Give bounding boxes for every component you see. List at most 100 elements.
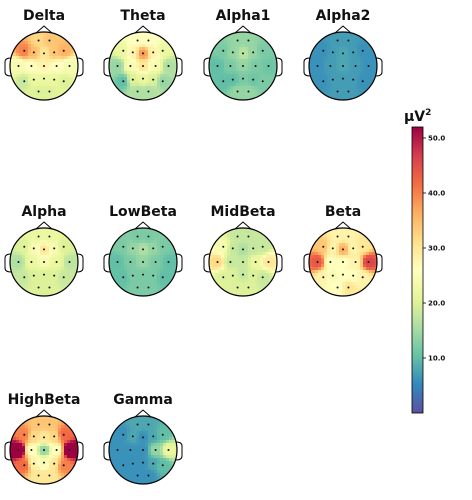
head-outline [9,227,79,297]
electrode-cz [242,261,244,263]
electrode-t5 [322,276,325,279]
electrode-t6 [361,276,364,279]
electrode-o2 [48,90,51,93]
electrode-t3 [116,449,119,451]
electrode-cz [142,65,144,67]
head-ears [303,57,383,77]
electrode-cz [142,449,144,451]
electrode-cz [342,261,344,263]
electrode-o1 [136,286,139,289]
electrode-t3 [17,449,20,451]
electrode-fp2 [48,39,51,42]
electrode-t4 [367,65,370,67]
electrode-fp2 [48,235,51,238]
topomap-title: Gamma [113,392,173,408]
electrode-t6 [62,276,65,279]
topomap-title: Beta [325,204,361,220]
electrode-c3 [30,261,33,263]
electrode-o2 [48,474,51,477]
topomap-gamma: Gamma [103,392,183,485]
head-nose [35,221,53,230]
electrode-fp2 [147,39,150,42]
electrode-fp2 [347,235,350,238]
head-nose [35,25,53,34]
head-nose [334,25,352,34]
electrode-c4 [154,65,157,67]
electrode-f7 [222,245,225,248]
electrode-o2 [147,90,150,93]
electrode-c4 [55,261,58,263]
electrode-fp1 [236,235,239,238]
topomap-theta: Theta [103,8,183,101]
electrode-p3 [32,274,35,277]
head-nose [234,221,252,230]
colorbar-tick-label: 40.0 [428,190,445,198]
head-ears [4,441,84,461]
electrode-t4 [267,65,270,67]
head-ears [4,57,84,77]
head-outline [108,31,178,101]
electrode-t5 [322,80,325,83]
electrode-c3 [129,449,132,451]
colorbar-tick-label: 10.0 [428,355,445,363]
electrode-c4 [354,261,357,263]
electrode-t4 [68,65,71,67]
electrode-fz [142,52,144,55]
topomap-grid: Delta Theta Alpha1 Alpha2 Alpha LowBeta MidBet… [4,8,383,485]
electrode-t3 [316,65,319,67]
topomap-field [109,416,177,484]
topomap-title: Delta [23,8,65,24]
electrode-o2 [147,286,150,289]
electrode-p3 [131,462,134,465]
topomap-midbeta: MidBeta [203,204,283,297]
electrode-c4 [55,65,58,67]
electrode-c4 [55,449,58,451]
electrode-c3 [329,65,332,67]
topomap-title: Theta [120,8,165,24]
topomap-title: Alpha [21,204,66,220]
topomap-title: Alpha2 [316,8,371,24]
electrode-p3 [231,274,234,277]
head-outline [208,31,278,101]
electrode-t3 [116,65,119,67]
electrode-t4 [68,261,71,263]
topomap-alpha: Alpha [4,204,84,297]
electrode-f4 [53,51,56,54]
colorbar-ticks: 10.0 20.0 30.0 40.0 50.0 [423,135,445,363]
electrode-fz [43,436,45,439]
electrode-t3 [17,65,20,67]
electrode-f3 [131,247,134,250]
electrode-t4 [68,449,71,451]
colorbar: µV2 10.0 20.0 30.0 40.0 50.0 [404,108,445,414]
electrode-f7 [23,433,26,436]
head-nose [134,221,152,230]
topomap-alpha2: Alpha2 [303,8,383,101]
electrode-t6 [261,276,264,279]
electrode-t5 [23,464,26,467]
electrode-t3 [316,261,319,263]
electrode-o1 [236,286,239,289]
electrode-f7 [23,49,26,52]
electrode-pz [142,461,144,464]
electrode-o1 [136,90,139,93]
head-nose [134,25,152,34]
electrode-o1 [336,90,339,93]
electrode-cz [342,65,344,67]
electrode-c3 [229,65,232,67]
electrode-f8 [161,49,164,52]
electrode-f8 [161,433,164,436]
colorbar-tick-label: 30.0 [428,245,445,253]
electrode-c3 [30,449,33,451]
electrode-fz [43,52,45,55]
electrode-o1 [37,474,40,477]
electrode-f3 [331,51,334,54]
electrode-pz [43,461,45,464]
electrode-fz [43,248,45,251]
colorbar-gradient [411,126,424,414]
electrode-fp1 [37,235,40,238]
topomap-title: Alpha1 [216,8,271,24]
electrode-t6 [62,80,65,83]
electrode-fp1 [336,39,339,42]
electrode-p4 [152,274,155,277]
head-ears [103,441,183,461]
